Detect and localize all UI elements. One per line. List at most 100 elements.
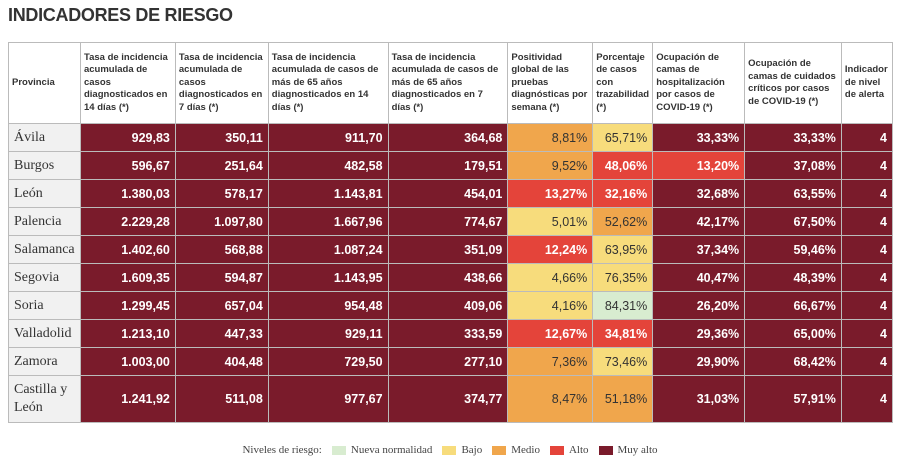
data-cell: 578,17 (174, 179, 269, 208)
data-cell: 729,50 (267, 347, 389, 376)
data-cell: 911,70 (267, 123, 389, 152)
data-cell: 594,87 (174, 263, 269, 292)
province-cell: Zamora (8, 347, 81, 376)
data-cell: 774,67 (387, 207, 509, 236)
data-cell: 2.229,28 (79, 207, 176, 236)
data-cell: 29,90% (652, 347, 746, 376)
data-cell: 34,81% (592, 319, 654, 348)
data-cell: 4 (840, 319, 894, 348)
data-cell: 251,64 (174, 151, 269, 180)
data-cell: 1.143,95 (267, 263, 389, 292)
data-cell: 13,20% (652, 151, 746, 180)
data-cell: 1.299,45 (79, 291, 176, 320)
data-cell: 4 (840, 151, 894, 180)
table-row: Ávila 929,83 350,11 911,70 364,68 8,81% 65,71%… (8, 123, 894, 152)
column-header: Ocupación de camas de hospitalización po… (652, 42, 746, 124)
legend-swatch (598, 445, 613, 455)
data-cell: 409,06 (387, 291, 509, 320)
data-cell: 4,66% (507, 263, 594, 292)
data-cell: 57,91% (744, 375, 842, 423)
data-cell: 1.241,92 (79, 375, 176, 423)
province-cell: Burgos (8, 151, 81, 180)
data-cell: 52,62% (592, 207, 654, 236)
data-cell: 4 (840, 235, 894, 264)
data-cell: 954,48 (267, 291, 389, 320)
title: INDICADORES DE RIESGO (8, 5, 233, 25)
data-cell: 4 (840, 291, 894, 320)
column-header: Tasa de incidencia acumulada de casos di… (79, 42, 176, 124)
data-cell: 7,36% (507, 347, 594, 376)
table-body: Ávila 929,83 350,11 911,70 364,68 8,81% 65,71%… (8, 123, 894, 423)
data-cell: 33,33% (652, 123, 746, 152)
data-cell: 66,67% (744, 291, 842, 320)
data-cell: 1.380,03 (79, 179, 176, 208)
column-header: Ocupación de camas de cuidados críticos … (744, 42, 842, 124)
data-cell: 511,08 (174, 375, 269, 423)
data-cell: 438,66 (387, 263, 509, 292)
province-cell: Segovia (8, 263, 81, 292)
data-cell: 929,83 (79, 123, 176, 152)
legend-label: Alto (568, 444, 589, 456)
data-cell: 351,09 (387, 235, 509, 264)
province-cell: Salamanca (8, 235, 81, 264)
legend-label: Bajo (461, 444, 483, 456)
data-cell: 40,47% (652, 263, 746, 292)
table-row: Valladolid 1.213,10 447,33 929,11 333,59 12,6… (8, 319, 894, 348)
data-cell: 482,58 (267, 151, 389, 180)
data-cell: 1.402,60 (79, 235, 176, 264)
data-cell: 67,50% (744, 207, 842, 236)
table-row: Salamanca 1.402,60 568,88 1.087,24 351,09 12,… (8, 235, 894, 264)
province-cell: Palencia (8, 207, 81, 236)
data-cell: 657,04 (174, 291, 269, 320)
data-cell: 333,59 (387, 319, 509, 348)
data-cell: 374,77 (387, 375, 509, 423)
data-cell: 68,42% (744, 347, 842, 376)
province-cell: Ávila (8, 123, 81, 152)
data-cell: 32,16% (592, 179, 654, 208)
data-cell: 929,11 (267, 319, 389, 348)
legend-label: Nueva normalidad (350, 444, 433, 456)
data-cell: 1.609,35 (79, 263, 176, 292)
data-cell: 48,39% (744, 263, 842, 292)
column-header: Provincia (8, 42, 81, 124)
column-header: Tasa de incidencia acumulada de casos de… (387, 42, 509, 124)
data-cell: 48,06% (592, 151, 654, 180)
table-row: Soria 1.299,45 657,04 954,48 409,06 4,16% 84,3… (8, 291, 894, 320)
province-cell: León (8, 179, 81, 208)
data-cell: 8,81% (507, 123, 594, 152)
table-row: Castilla y León 1.241,92 511,08 977,67 374,7… (8, 375, 894, 423)
data-cell: 32,68% (652, 179, 746, 208)
table-row: Segovia 1.609,35 594,87 1.143,95 438,66 4,66%… (8, 263, 894, 292)
data-cell: 51,18% (592, 375, 654, 423)
column-header: Positividad global de las pruebas diagnó… (507, 42, 594, 124)
column-header: Indicador de nivel de alerta (840, 42, 894, 124)
data-cell: 4 (840, 207, 894, 236)
data-cell: 31,03% (652, 375, 746, 423)
legend: Niveles de riesgo: Nueva normalidad Bajo Me… (0, 444, 900, 456)
data-cell: 63,55% (744, 179, 842, 208)
data-cell: 4 (840, 347, 894, 376)
data-cell: 568,88 (174, 235, 269, 264)
legend-label: Muy alto (617, 444, 658, 456)
data-cell: 29,36% (652, 319, 746, 348)
data-cell: 1.143,81 (267, 179, 389, 208)
data-cell: 1.213,10 (79, 319, 176, 348)
legend-swatch (331, 445, 346, 455)
province-cell: Castilla y León (8, 375, 81, 423)
data-cell: 12,24% (507, 235, 594, 264)
data-cell: 37,08% (744, 151, 842, 180)
data-cell: 4 (840, 263, 894, 292)
data-cell: 42,17% (652, 207, 746, 236)
table-row: Zamora 1.003,00 404,48 729,50 277,10 7,36% 73,… (8, 347, 894, 376)
column-header: Tasa de incidencia acumulada de casos di… (174, 42, 269, 124)
data-cell: 977,67 (267, 375, 389, 423)
header-row: Provincia Tasa de incidencia acumulada de… (8, 42, 894, 124)
data-cell: 63,95% (592, 235, 654, 264)
data-cell: 73,46% (592, 347, 654, 376)
data-cell: 364,68 (387, 123, 509, 152)
data-cell: 9,52% (507, 151, 594, 180)
data-cell: 277,10 (387, 347, 509, 376)
data-cell: 1.667,96 (267, 207, 389, 236)
legend-label: Medio (511, 444, 540, 456)
